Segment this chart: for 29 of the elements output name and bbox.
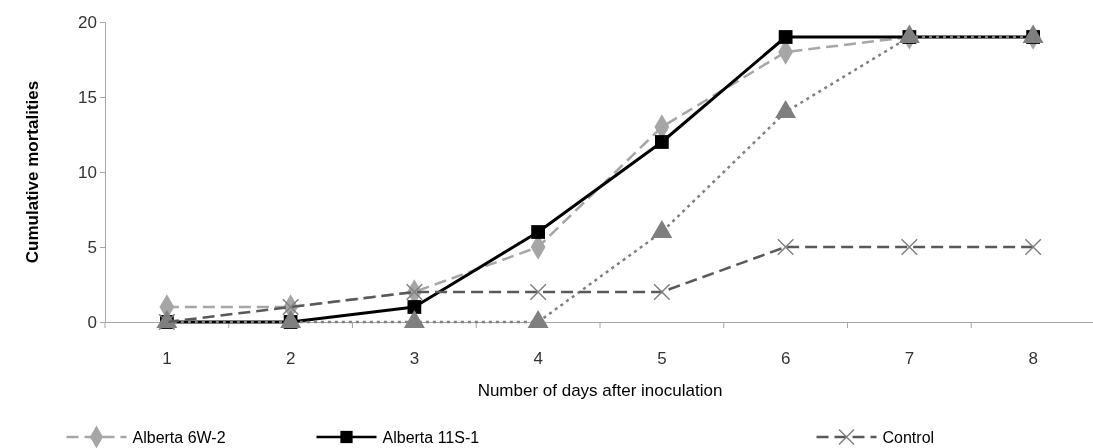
point: [407, 300, 422, 314]
x-tick-label: 8: [1028, 349, 1038, 369]
x-tick-label: 3: [409, 349, 420, 369]
x-axis-title: Number of days after inoculation: [477, 381, 723, 400]
point: [900, 238, 918, 256]
legend-label: Alberta 11S-1: [382, 429, 480, 446]
point: [654, 135, 669, 149]
legend-label: Control: [882, 429, 935, 446]
point: [531, 225, 546, 239]
y-tick-label: 5: [87, 237, 97, 257]
point: [653, 283, 671, 301]
point: [777, 238, 795, 256]
x-tick-label: 7: [904, 349, 915, 369]
x-tick-label: 2: [285, 349, 296, 369]
y-tick-label: 0: [87, 312, 97, 332]
point: [405, 283, 423, 301]
x-tick-label: 1: [162, 349, 172, 369]
y-tick-label: 15: [78, 87, 97, 107]
y-tick-label: 20: [78, 12, 97, 32]
point: [778, 30, 793, 44]
point: [282, 298, 300, 316]
x-tick-label: 5: [657, 349, 667, 369]
x-tick-label: 4: [533, 349, 543, 369]
legend-label: Alberta 6W-2: [132, 429, 226, 446]
point: [1024, 238, 1042, 256]
point: [529, 283, 547, 301]
y-axis-title: Cumulative mortalities: [23, 80, 42, 264]
y-tick-label: 10: [78, 162, 97, 182]
x-tick-label: 6: [780, 349, 791, 369]
